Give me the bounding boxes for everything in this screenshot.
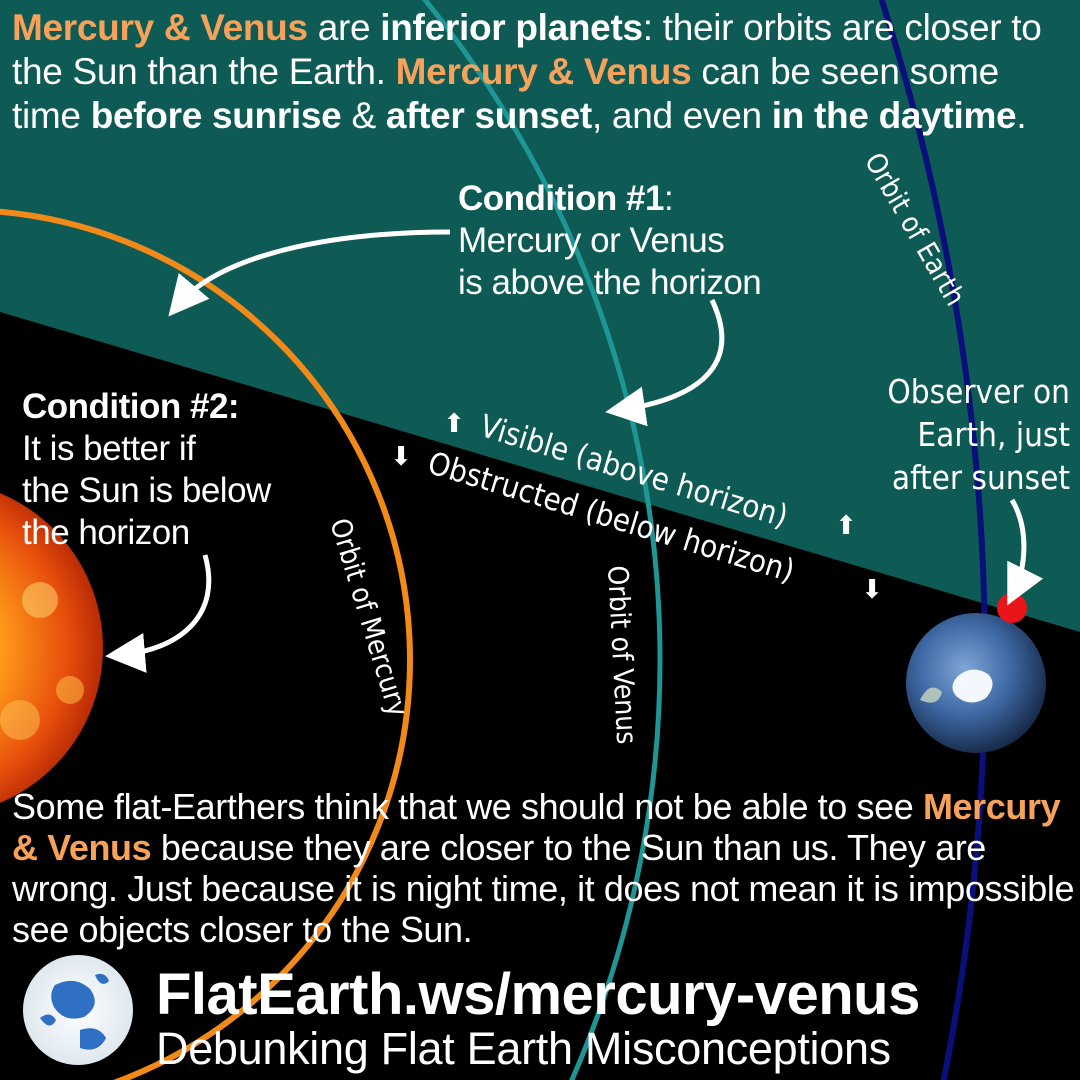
curved-arrow-icon (168, 229, 451, 317)
logo-icon (23, 955, 133, 1065)
outro-fragment: because they are closer to the Sun than … (12, 827, 1075, 950)
condition-2-callout: Condition #2: It is better if the Sun is… (22, 386, 352, 554)
condition-1-line: is above the horizon (458, 263, 762, 302)
observer-line: after sunset (891, 458, 1070, 497)
condition-1-line: Mercury or Venus (458, 221, 725, 260)
sky-region (0, 0, 1080, 632)
up-arrow-icon: ⬆ (443, 409, 465, 439)
curved-arrow-icon (105, 554, 212, 673)
venus-orbit (421, 0, 663, 1080)
intro-fragment: , and even (591, 95, 772, 136)
planet-highlight: Mercury & Venus (12, 786, 1061, 868)
planet-highlight: Mercury & Venus (12, 7, 308, 48)
before-sunrise-term: before sunrise (90, 95, 342, 136)
observer-line: Observer on (887, 372, 1070, 411)
curved-arrow-icon (605, 298, 725, 427)
brand-tagline: Debunking Flat Earth Misconceptions (156, 1023, 891, 1074)
observer-callout: Observer on Earth, just after sunset (840, 370, 1070, 499)
outro-text: Some flat-Earthers think that we should … (12, 786, 1076, 950)
condition-1-heading: Condition #1 (458, 179, 664, 218)
condition-2-line: the Sun is below (22, 471, 271, 510)
intro-fragment: . (1016, 95, 1027, 136)
condition-2-line: the horizon (22, 513, 190, 552)
venus-orbit-label: Orbit of Venus (601, 565, 643, 745)
condition-1-callout: Condition #1: Mercury or Venus is above … (458, 178, 858, 304)
outro-fragment: Some flat-Earthers think that we should … (12, 786, 923, 827)
condition-2-line: It is better if (22, 429, 196, 468)
intro-text: Mercury & Venus are inferior planets: th… (12, 6, 1074, 138)
up-arrow-icon: ⬆ (835, 511, 857, 541)
earth-icon (906, 613, 1046, 753)
down-arrow-icon: ⬇ (861, 575, 883, 605)
planet-highlight: Mercury & Venus (395, 51, 692, 92)
sun-icon (0, 493, 103, 803)
daytime-term: in the daytime (771, 95, 1017, 136)
condition-2-heading: Condition #2: (22, 387, 240, 426)
inferior-planets-term: inferior planets (380, 7, 643, 48)
intro-fragment: are (307, 7, 381, 48)
brand-url-link[interactable]: FlatEarth.ws/mercury-venus (156, 962, 920, 1027)
observer-line: Earth, just (917, 415, 1070, 454)
down-arrow-icon: ⬇ (390, 442, 412, 472)
mercury-orbit (0, 208, 413, 1080)
after-sunset-term: after sunset (385, 95, 592, 136)
intro-fragment: can be seen some time (12, 51, 999, 136)
intro-fragment: & (341, 95, 386, 136)
condition-1-colon: : (663, 179, 674, 218)
curved-arrow-icon (1007, 498, 1044, 606)
observer-dot (997, 593, 1027, 623)
intro-fragment: : their orbits are closer to the Sun tha… (12, 7, 1042, 92)
